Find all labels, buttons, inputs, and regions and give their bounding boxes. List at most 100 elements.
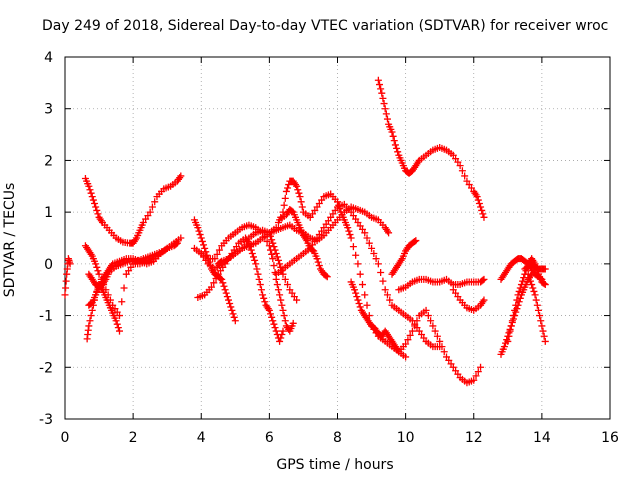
series-5 — [85, 244, 171, 291]
data-point — [517, 281, 525, 289]
data-point — [282, 187, 290, 195]
x-tick-label: 4 — [197, 430, 206, 446]
data-point — [94, 267, 102, 275]
x-tick-label: 0 — [61, 430, 70, 446]
data-point — [519, 277, 527, 285]
data-point — [404, 336, 412, 344]
data-point — [511, 306, 519, 314]
data-point — [212, 275, 220, 283]
data-point — [361, 229, 369, 237]
data-point — [279, 306, 287, 314]
data-point — [269, 255, 277, 263]
data-point — [388, 128, 396, 136]
data-point — [263, 237, 271, 245]
data-point — [66, 260, 74, 268]
data-point — [227, 303, 235, 311]
y-axis-label: SDTVAR / TECUs — [2, 182, 18, 298]
data-point — [541, 265, 549, 273]
data-point — [163, 244, 171, 252]
data-point — [512, 301, 520, 309]
data-point — [377, 85, 385, 93]
data-point — [313, 255, 321, 263]
data-point — [479, 210, 487, 218]
x-tick-label: 16 — [601, 430, 619, 446]
data-point — [296, 193, 304, 201]
data-point — [278, 331, 286, 339]
data-point — [93, 263, 101, 271]
data-point — [272, 327, 280, 335]
data-point — [112, 317, 120, 325]
data-point — [385, 229, 393, 237]
data-point — [295, 189, 303, 197]
data-point — [356, 270, 364, 278]
data-point — [436, 337, 444, 345]
data-point — [380, 100, 388, 108]
data-point — [394, 148, 402, 156]
data-point — [148, 203, 156, 211]
x-tick-label: 12 — [465, 430, 483, 446]
data-point — [370, 250, 378, 258]
data-point — [381, 286, 389, 294]
data-point — [383, 115, 391, 123]
data-point — [228, 306, 236, 314]
data-point — [281, 317, 289, 325]
data-point — [376, 81, 384, 89]
data-point — [475, 200, 483, 208]
data-point — [268, 236, 276, 244]
data-point — [113, 320, 121, 328]
data-point — [379, 277, 387, 285]
data-point — [249, 253, 257, 261]
data-point — [267, 246, 275, 254]
data-point — [354, 260, 362, 268]
x-tick-label: 14 — [533, 430, 551, 446]
data-point — [354, 296, 362, 304]
data-point — [255, 275, 263, 283]
data-point — [480, 296, 488, 304]
series-3 — [83, 281, 123, 343]
series-15 — [374, 76, 488, 221]
data-point — [361, 291, 369, 299]
data-point — [458, 167, 466, 175]
data-point — [259, 291, 267, 299]
data-point — [541, 281, 549, 289]
data-point — [226, 300, 234, 308]
data-point — [281, 194, 289, 202]
data-point — [470, 376, 478, 384]
data-point — [89, 196, 97, 204]
data-point — [268, 313, 276, 321]
data-point — [378, 89, 386, 97]
data-point — [146, 208, 154, 216]
data-point — [473, 193, 481, 201]
y-tick-label: 3 — [44, 102, 53, 118]
data-point — [355, 300, 363, 308]
data-point — [500, 343, 508, 351]
data-point — [537, 317, 545, 325]
data-point — [87, 189, 95, 197]
data-point — [219, 279, 227, 287]
data-point — [270, 320, 278, 328]
data-point — [269, 317, 277, 325]
data-point — [515, 287, 523, 295]
data-point — [92, 260, 100, 268]
data-point — [351, 286, 359, 294]
data-point — [507, 322, 515, 330]
series-18 — [449, 286, 488, 314]
data-point — [289, 319, 297, 327]
data-point — [438, 343, 446, 351]
data-point — [480, 275, 488, 283]
data-point — [230, 313, 238, 321]
data-point — [440, 348, 448, 356]
data-point — [456, 162, 464, 170]
data-point — [368, 244, 376, 252]
series-1 — [81, 172, 185, 247]
data-point — [210, 279, 218, 287]
data-point — [540, 332, 548, 340]
data-point — [389, 132, 397, 140]
data-point — [293, 182, 301, 190]
data-point — [211, 255, 219, 263]
series-23 — [524, 270, 549, 345]
data-point — [257, 286, 265, 294]
data-point — [85, 182, 93, 190]
